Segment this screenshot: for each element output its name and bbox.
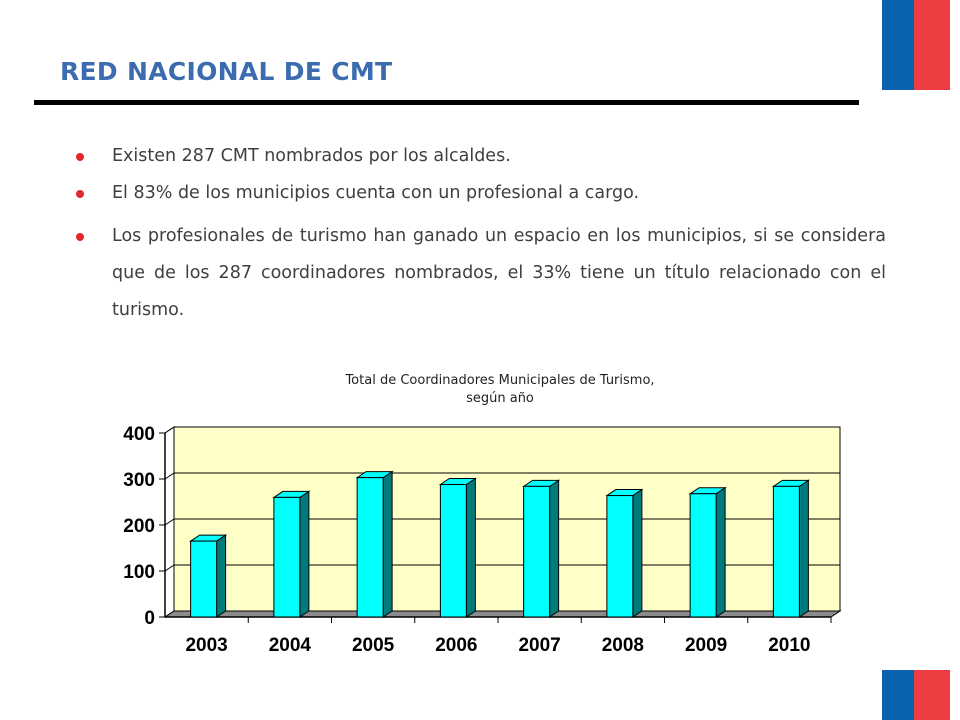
x-tick-label: 2003 — [185, 635, 227, 656]
flag-red-stripe — [914, 0, 950, 90]
chart-title: Total de Coordinadores Municipales de Tu… — [345, 373, 655, 406]
bar-side — [632, 488, 643, 618]
bar-side — [715, 486, 726, 618]
x-tick-label: 2004 — [269, 635, 312, 656]
y-tick-label: 0 — [144, 608, 155, 629]
bar-side — [299, 490, 310, 618]
x-tick-label: 2008 — [602, 635, 644, 656]
x-tick-label: 2006 — [435, 635, 477, 656]
bar — [190, 540, 218, 618]
bar-side — [549, 479, 560, 618]
bullet-dot-icon — [76, 153, 84, 161]
bullet-text: Los profesionales de turismo han ganado … — [112, 226, 886, 320]
bar-side — [798, 479, 809, 618]
bullet-item: Los profesionales de turismo han ganado … — [76, 218, 886, 329]
bar — [356, 477, 384, 618]
bullet-list: Existen 287 CMT nombrados por los alcald… — [76, 138, 886, 337]
x-tick-label: 2007 — [518, 635, 560, 656]
x-tick-label: 2005 — [352, 635, 395, 656]
bar — [273, 496, 301, 618]
flag-blue-stripe — [882, 0, 914, 90]
bar-side — [216, 534, 227, 618]
gridline-diagonal — [164, 426, 175, 434]
y-tick-label: 300 — [123, 470, 155, 491]
plot-floor — [163, 610, 842, 618]
bar — [523, 485, 551, 618]
bar — [439, 484, 467, 618]
bar — [606, 495, 634, 618]
y-tick-label: 100 — [123, 562, 155, 583]
y-tick-label: 400 — [123, 424, 155, 445]
gridline-diagonal — [164, 472, 175, 480]
title-underline — [34, 100, 859, 105]
flag-red-stripe — [914, 670, 950, 720]
slide-title: RED NACIONAL DE CMT — [60, 57, 393, 86]
bar-chart: 0 100 200 300 400 2003 2004 2005 2006 2007 2008 200… — [123, 424, 842, 656]
gridline-diagonal — [164, 518, 175, 526]
flag-bottom-decoration — [882, 670, 950, 720]
bullet-dot-icon — [76, 233, 84, 241]
bullet-text: El 83% de los municipios cuenta con un p… — [112, 183, 640, 203]
bar — [772, 485, 800, 618]
bullet-dot-icon — [76, 190, 84, 198]
bullet-item: Existen 287 CMT nombrados por los alcald… — [76, 138, 886, 175]
flag-top-decoration — [882, 0, 950, 90]
bar — [689, 493, 717, 618]
flag-blue-stripe — [882, 670, 914, 720]
bar-side — [382, 470, 393, 618]
x-tick-label: 2010 — [768, 635, 810, 656]
x-tick-label: 2009 — [685, 635, 727, 656]
bullet-item: El 83% de los municipios cuenta con un p… — [76, 175, 886, 212]
bullet-text: Existen 287 CMT nombrados por los alcald… — [112, 146, 511, 166]
bar-side — [465, 477, 476, 618]
gridline-diagonal — [164, 564, 175, 572]
y-tick-label: 200 — [123, 516, 155, 537]
